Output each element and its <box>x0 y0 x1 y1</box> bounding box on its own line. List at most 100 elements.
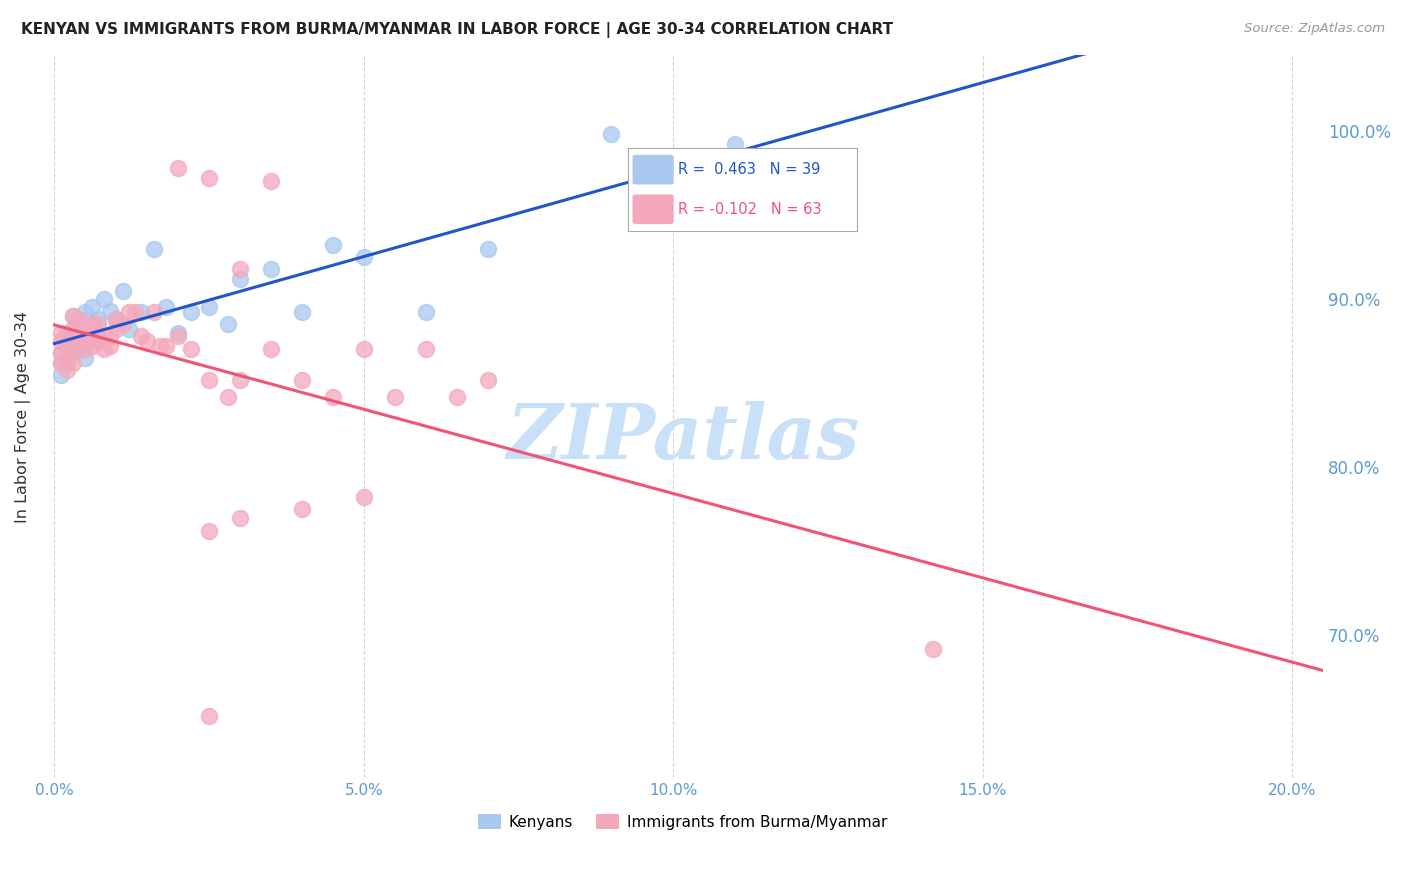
Point <box>155 339 177 353</box>
Point <box>98 339 121 353</box>
Point <box>80 322 103 336</box>
Point <box>56 343 79 357</box>
Point <box>260 343 283 357</box>
Point <box>80 339 103 353</box>
Point <box>149 339 172 353</box>
Point <box>415 343 437 357</box>
Point <box>198 709 221 723</box>
Point <box>198 301 221 315</box>
Point <box>49 356 72 370</box>
Point <box>136 334 159 348</box>
FancyBboxPatch shape <box>633 155 673 185</box>
Point <box>922 641 945 656</box>
Point <box>477 242 499 256</box>
Point <box>49 334 72 348</box>
Text: KENYAN VS IMMIGRANTS FROM BURMA/MYANMAR IN LABOR FORCE | AGE 30-34 CORRELATION C: KENYAN VS IMMIGRANTS FROM BURMA/MYANMAR … <box>21 22 893 38</box>
Point <box>80 317 103 331</box>
Point <box>62 309 84 323</box>
Point <box>67 322 90 336</box>
Point <box>322 238 344 252</box>
Point <box>118 305 141 319</box>
Point <box>155 301 177 315</box>
Point <box>80 329 103 343</box>
Point <box>415 305 437 319</box>
Point <box>446 390 468 404</box>
Point <box>75 334 97 348</box>
Point <box>49 368 72 382</box>
Point <box>62 334 84 348</box>
Point <box>229 261 252 276</box>
Point <box>198 170 221 185</box>
Point <box>167 326 190 340</box>
Point <box>180 305 202 319</box>
Point <box>167 161 190 175</box>
Point <box>291 502 314 516</box>
Point <box>93 334 115 348</box>
Point <box>93 292 115 306</box>
Point <box>353 250 375 264</box>
Point <box>384 390 406 404</box>
Point <box>291 373 314 387</box>
Point <box>111 284 134 298</box>
Point <box>322 390 344 404</box>
Point <box>98 303 121 318</box>
Point <box>260 174 283 188</box>
Text: R = -0.102   N = 63: R = -0.102 N = 63 <box>678 202 821 217</box>
Legend: Kenyans, Immigrants from Burma/Myanmar: Kenyans, Immigrants from Burma/Myanmar <box>472 807 893 836</box>
Point <box>198 524 221 538</box>
Text: Source: ZipAtlas.com: Source: ZipAtlas.com <box>1244 22 1385 36</box>
Point <box>75 305 97 319</box>
Point <box>75 322 97 336</box>
Point <box>67 343 90 357</box>
Point <box>477 373 499 387</box>
Y-axis label: In Labor Force | Age 30-34: In Labor Force | Age 30-34 <box>15 310 31 523</box>
Point <box>56 356 79 370</box>
Point <box>62 356 84 370</box>
Point <box>105 312 128 326</box>
Point <box>75 343 97 357</box>
Point <box>56 362 79 376</box>
Point <box>75 334 97 348</box>
Point <box>291 305 314 319</box>
Point <box>353 491 375 505</box>
Point <box>87 329 110 343</box>
Point <box>129 305 152 319</box>
Point <box>56 334 79 348</box>
Text: R =  0.463   N = 39: R = 0.463 N = 39 <box>678 162 821 178</box>
Point <box>75 351 97 365</box>
Point <box>98 329 121 343</box>
FancyBboxPatch shape <box>633 194 673 224</box>
Point <box>87 334 110 348</box>
Point <box>49 345 72 359</box>
Point <box>198 373 221 387</box>
Point <box>67 334 90 348</box>
Point <box>129 329 152 343</box>
Point <box>229 373 252 387</box>
Point <box>105 312 128 326</box>
Point <box>62 322 84 336</box>
Point <box>62 309 84 323</box>
Point <box>49 345 72 359</box>
Point <box>167 329 190 343</box>
Point <box>229 272 252 286</box>
Point <box>80 301 103 315</box>
Point <box>49 356 72 370</box>
Point <box>93 343 115 357</box>
Point <box>67 312 90 326</box>
Point <box>87 312 110 326</box>
Point <box>62 339 84 353</box>
Point <box>118 322 141 336</box>
Point <box>56 339 79 353</box>
Point <box>353 343 375 357</box>
Point <box>111 317 134 331</box>
Point <box>724 137 747 152</box>
Point <box>229 510 252 524</box>
Point <box>142 305 165 319</box>
Point <box>217 317 239 331</box>
Point <box>260 261 283 276</box>
Point <box>217 390 239 404</box>
Point <box>56 326 79 340</box>
Point <box>142 242 165 256</box>
Point <box>124 305 146 319</box>
Point <box>62 329 84 343</box>
